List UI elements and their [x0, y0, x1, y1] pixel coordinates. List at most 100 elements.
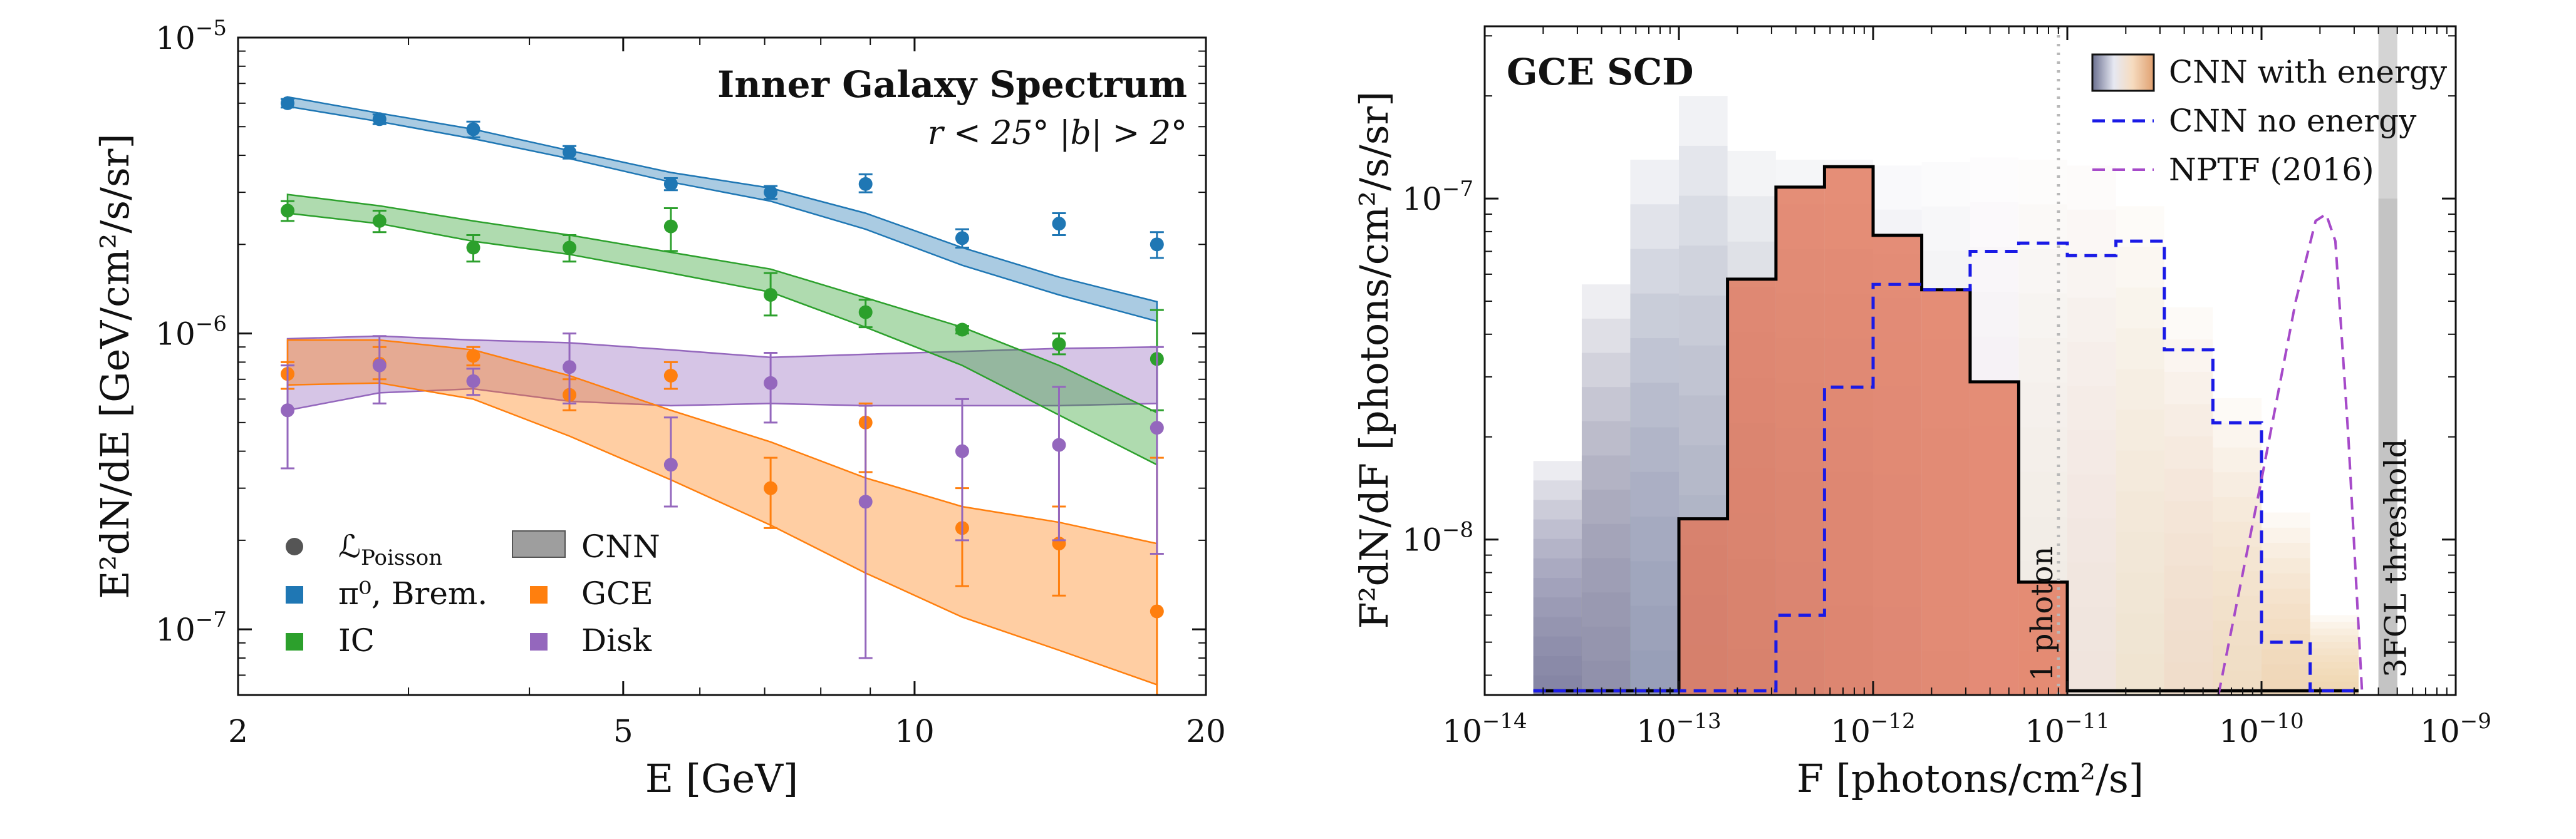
point-brem: [281, 96, 295, 110]
point-brem: [858, 173, 873, 193]
point-ic: [372, 209, 387, 234]
cnn-energy-quantile-bin: [2067, 165, 2116, 695]
legend-label-nptf: NPTF (2016): [2169, 152, 2374, 188]
y-tick-label: 10−6: [155, 312, 227, 353]
threshold-3fgl-band: [2378, 198, 2397, 695]
point-disk: [663, 416, 678, 508]
x-tick-label: 10: [895, 713, 935, 749]
cnn-energy-median-outline: [1533, 165, 2359, 692]
point-brem: [955, 228, 969, 249]
point-brem: [466, 120, 480, 138]
legend-label-gce: GCE: [581, 575, 653, 612]
svg-text:ℒPoisson: ℒPoisson: [338, 528, 442, 570]
legend-marker-cnn-with-energy: [2091, 53, 2155, 92]
x-tick-label: 10−11: [2025, 709, 2109, 749]
cnn-energy-median-bin: [1921, 289, 1970, 695]
spectrum-plot-area: [281, 96, 1164, 695]
point-ic: [764, 272, 778, 317]
point-disk: [858, 404, 873, 659]
scd-plot-area: [1533, 26, 2397, 695]
cnn-energy-quantile-bin: [1533, 461, 1582, 695]
spectrum-subtitle: r < 25° |b| > 2°: [928, 115, 1187, 152]
y-tick-label: 10−7: [155, 607, 227, 648]
point-ic: [663, 207, 678, 252]
spectrum-frame: [237, 36, 1207, 696]
scd-panel: 10−14 10−13 10−12 10−11 10−10 10−9 10−8 10−7 GC…: [1351, 25, 2491, 801]
point-ic: [1052, 332, 1066, 356]
point-brem: [1150, 231, 1164, 259]
scd-title: GCE SCD: [1507, 51, 1693, 93]
point-brem: [372, 112, 387, 126]
spectrum-legend: ℒPoisson π⁰, Brem. IC CNN GCE Disk: [286, 528, 660, 659]
legend-label-cnn-no-energy: CNN no energy: [2169, 103, 2417, 139]
spectrum-title: Inner Galaxy Spectrum: [717, 63, 1187, 106]
legend-label-disk: Disk: [581, 622, 652, 659]
cnn-energy-quantile-bin: [2213, 398, 2262, 695]
point-gce: [466, 346, 480, 367]
point-gce: [663, 361, 678, 390]
legend-marker-ic: [286, 633, 303, 651]
point-ic: [955, 322, 969, 337]
point-disk: [563, 332, 577, 404]
x-tick-label: 2: [228, 713, 248, 749]
cnn-energy-quantile-bin: [2262, 512, 2310, 695]
cnn-energy-median-bin: [1775, 187, 1825, 695]
y-tick-label: 10−7: [1402, 177, 1473, 217]
point-brem: [1052, 212, 1066, 236]
legend-marker-gce: [530, 586, 548, 604]
legend-label-cnn-with-energy: CNN with energy: [2169, 54, 2448, 90]
legend-label-cnn: CNN: [581, 528, 660, 565]
x-tick-label: 10−13: [1636, 709, 1721, 749]
point-disk: [281, 364, 295, 470]
cnn-energy-quantile-bin: [1581, 284, 1631, 695]
x-tick-label: 10−9: [2420, 709, 2491, 749]
point-disk: [955, 398, 969, 542]
cnn-energy-median-bin: [1727, 279, 1776, 695]
cnn-energy-median-bin: [1873, 235, 1922, 695]
point-disk: [764, 352, 778, 424]
point-gce: [764, 456, 778, 529]
scd-xlabel: F [photons/cm²/s]: [1797, 756, 2144, 801]
cnn-no-energy-line: [1533, 239, 2359, 692]
one-photon-label: 1 photon: [2025, 547, 2060, 681]
spectrum-ylabel: E²dN/dE [GeV/cm²/s/sr]: [92, 133, 138, 599]
point-brem: [563, 145, 577, 160]
cnn-energy-quantile-bin: [2116, 206, 2164, 695]
point-disk: [466, 368, 480, 396]
point-disk: [1150, 346, 1164, 555]
x-tick-label: 10−12: [1831, 709, 1915, 749]
point-brem: [764, 185, 778, 200]
scd-frame: [1483, 25, 2457, 696]
cnn-energy-quantile-bin: [1630, 160, 1679, 695]
legend-marker-pib: [286, 586, 303, 604]
spectrum-ticks: 2 5 10 20 10−7 10−6 10−5: [155, 16, 1226, 749]
x-tick-label: 20: [1186, 713, 1226, 749]
cnn-energy-median-bin: [1970, 381, 2019, 695]
point-ic: [466, 234, 480, 263]
x-tick-label: 10−14: [1442, 709, 1527, 749]
nptf-2016-curve: [2217, 212, 2364, 695]
scd-legend: CNN with energy CNN no energy NPTF (2016…: [2091, 53, 2448, 188]
y-tick-label: 10−5: [155, 16, 227, 56]
x-tick-label: 10−10: [2219, 709, 2303, 749]
legend-label-poisson: ℒ: [338, 528, 361, 565]
legend-label-pib: π⁰, Brem.: [338, 575, 487, 612]
spectrum-panel: 2 5 10 20 10−7 10−6 10−5 Inner Galaxy Spectrum…: [92, 16, 1226, 801]
cnn-energy-median-bin: [1824, 167, 1873, 695]
threshold-3fgl-label: 3FGL threshold: [2379, 439, 2414, 677]
scd-ylabel: F²dN/dF [photons/cm²/s/sr]: [1351, 91, 1397, 629]
cnn-energy-median-bin: [1679, 518, 1728, 695]
scd-ticks: 10−14 10−13 10−12 10−11 10−10 10−9 10−8 10−7: [1402, 26, 2491, 749]
point-ic: [858, 299, 873, 329]
y-tick-label: 10−8: [1402, 518, 1473, 558]
spectrum-xlabel: E [GeV]: [645, 756, 798, 801]
point-disk: [1052, 386, 1066, 542]
point-ic: [281, 200, 295, 222]
legend-marker-poisson: [286, 538, 303, 555]
legend-label-poisson-sub: Poisson: [361, 545, 442, 570]
legend-marker-cnn: [512, 530, 566, 558]
x-tick-label: 5: [613, 713, 633, 749]
point-disk: [372, 335, 387, 404]
cnn-energy-quantile-bin: [2164, 307, 2213, 695]
